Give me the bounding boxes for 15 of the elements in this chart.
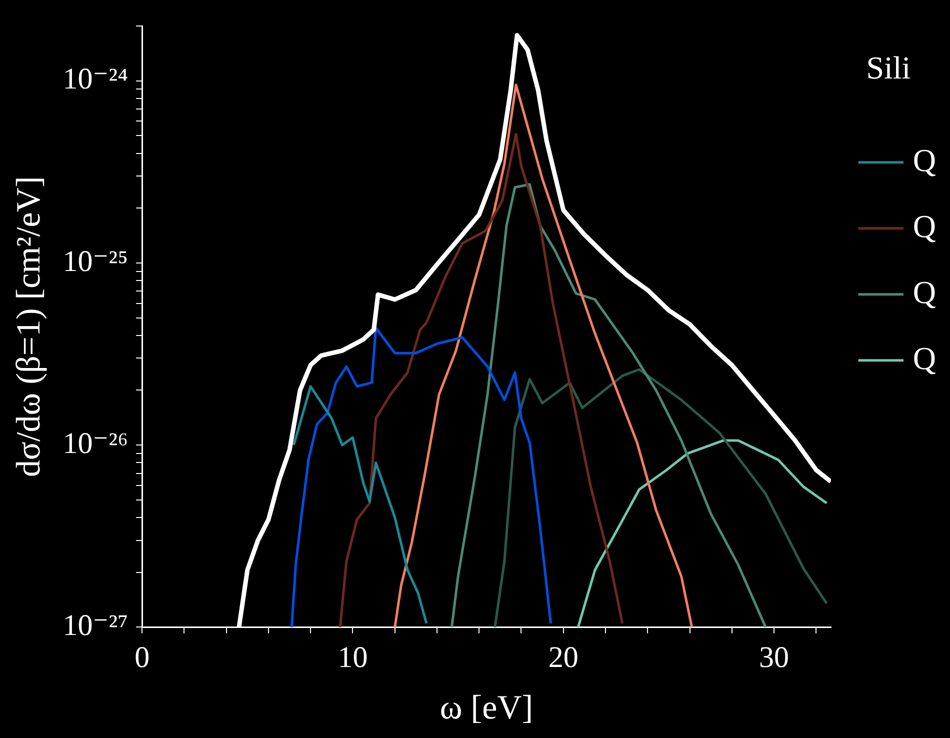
legend-label: Q [912, 274, 936, 310]
x-axis-title: ω [eV] [440, 690, 534, 727]
legend-label: Q [912, 208, 936, 244]
x-tick-label: 0 [134, 641, 150, 674]
y-tick-label: 10⁻²⁶ [62, 426, 128, 460]
x-tick-label: 10 [338, 641, 368, 674]
x-tick-label: 30 [759, 641, 790, 674]
x-tick-label: 20 [548, 641, 578, 674]
legend-title: Sili [866, 49, 911, 86]
y-tick-label: 10⁻²⁷ [62, 609, 128, 642]
y-tick-label: 10⁻²⁴ [62, 62, 128, 96]
y-tick-label: 10⁻²⁵ [62, 244, 128, 278]
legend-label: Q [912, 142, 936, 178]
legend-label: Q [912, 340, 936, 376]
y-axis-title: dσ/dω (β=1) [cm²/eV] [10, 176, 48, 477]
